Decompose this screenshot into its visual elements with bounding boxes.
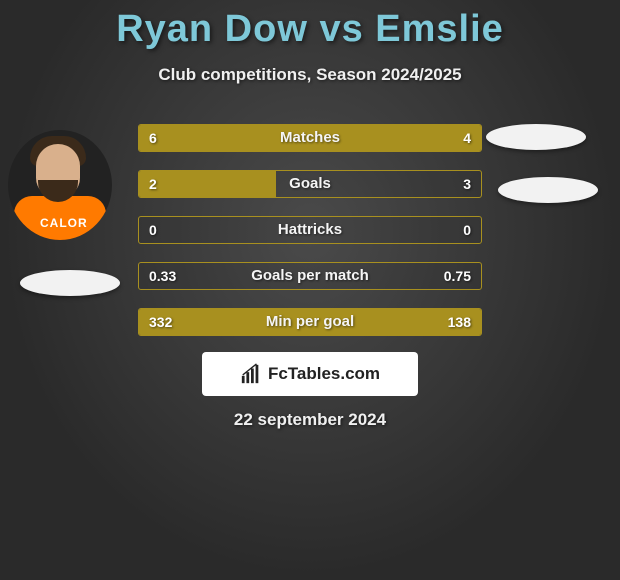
value-left: 0.33 (149, 263, 176, 289)
stat-row-matches: 6 Matches 4 (138, 124, 482, 152)
value-left: 332 (149, 309, 172, 335)
subtitle: Club competitions, Season 2024/2025 (0, 65, 620, 85)
value-right: 138 (448, 309, 471, 335)
stat-label: Hattricks (139, 217, 481, 243)
brand-text: FcTables.com (268, 364, 380, 384)
stat-row-goals: 2 Goals 3 (138, 170, 482, 198)
player-left-avatar: CALOR (8, 130, 112, 240)
value-left: 2 (149, 171, 157, 197)
date-text: 22 september 2024 (0, 410, 620, 430)
brand-link[interactable]: FcTables.com (202, 352, 418, 396)
bar-left (139, 125, 344, 151)
page-title: Ryan Dow vs Emslie (0, 0, 620, 51)
bar-left (139, 309, 372, 335)
stat-row-goals-per-match: 0.33 Goals per match 0.75 (138, 262, 482, 290)
value-left: 0 (149, 217, 157, 243)
value-left: 6 (149, 125, 157, 151)
bar-right (344, 125, 481, 151)
stat-label: Goals per match (139, 263, 481, 289)
value-right: 0.75 (444, 263, 471, 289)
stat-row-min-per-goal: 332 Min per goal 138 (138, 308, 482, 336)
jersey-sponsor-text: CALOR (40, 216, 88, 230)
player-right-name-pill (498, 177, 598, 203)
player-left-name-pill (20, 270, 120, 296)
stat-row-hattricks: 0 Hattricks 0 (138, 216, 482, 244)
stats-container: 6 Matches 4 2 Goals 3 0 Hattricks 0 0.33… (138, 124, 482, 354)
bar-chart-icon (240, 363, 262, 385)
value-right: 4 (463, 125, 471, 151)
bar-left (139, 171, 276, 197)
value-right: 0 (463, 217, 471, 243)
value-right: 3 (463, 171, 471, 197)
player-right-avatar-pill (486, 124, 586, 150)
